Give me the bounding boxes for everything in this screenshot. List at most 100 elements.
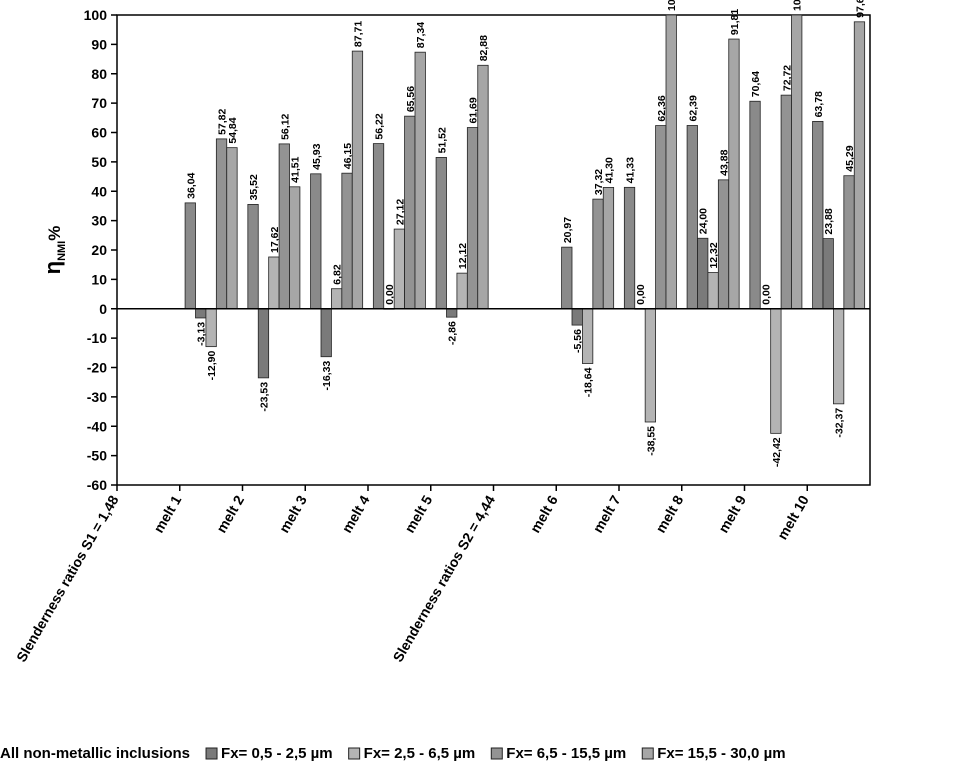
bar: [195, 308, 207, 319]
value-label: -23,53: [258, 382, 270, 412]
y-tick-label: 10: [91, 271, 107, 287]
value-label: 0,00: [384, 284, 396, 305]
bar: [205, 308, 217, 348]
value-label: 24,00: [698, 208, 710, 234]
bar: [843, 175, 855, 310]
bar: [812, 120, 824, 310]
value-label: 27,12: [394, 199, 406, 225]
value-label: 91,81: [729, 9, 741, 35]
bar: [278, 143, 290, 310]
bar: [582, 308, 594, 364]
x-tick-label: Slenderness ratios S1 = 1,48: [13, 492, 122, 664]
bar: [644, 308, 656, 423]
value-label: 100,00: [666, 0, 678, 11]
value-label: 45,93: [311, 143, 323, 169]
value-label: 0,00: [760, 284, 772, 305]
y-tick-label: 0: [99, 301, 107, 317]
value-label: -38,55: [645, 426, 657, 456]
value-label: -32,37: [834, 408, 846, 438]
bar: [446, 308, 458, 318]
y-tick-label: 70: [91, 95, 107, 111]
value-label: 45,29: [844, 145, 856, 171]
value-label: 56,22: [374, 113, 386, 139]
value-label: 6,82: [332, 264, 344, 285]
value-label: 56,12: [279, 113, 291, 139]
bar: [477, 64, 489, 310]
y-tick-label: -10: [87, 330, 107, 346]
value-label: 46,15: [342, 143, 354, 169]
bar: [770, 308, 782, 434]
value-label: 65,56: [405, 86, 417, 112]
value-label: 51,52: [436, 127, 448, 153]
x-tick-label: melt 2: [213, 492, 247, 535]
legend-label: Fx= 6,5 - 15,5 µm: [506, 745, 626, 762]
y-tick-label: 30: [91, 213, 107, 229]
value-label: 12,32: [708, 242, 720, 268]
value-label: -16,33: [321, 361, 333, 391]
y-tick-label: 90: [91, 36, 107, 52]
bar: [707, 272, 719, 310]
bar: [853, 21, 866, 310]
value-label: 17,62: [269, 227, 281, 253]
bar: [749, 100, 761, 310]
y-axis-label: ηNMI%: [40, 226, 68, 275]
bar: [592, 198, 604, 310]
y-tick-label: 20: [91, 242, 107, 258]
bar: [247, 204, 259, 310]
bar: [393, 228, 405, 310]
bar: [602, 187, 615, 310]
value-label: -3,13: [196, 322, 208, 346]
x-tick-label: melt 5: [401, 492, 435, 535]
bar: [289, 186, 301, 310]
bar: [728, 38, 740, 310]
bar: [184, 202, 196, 310]
bar: [435, 157, 447, 310]
value-label: -42,42: [771, 437, 783, 467]
legend-swatch: [205, 747, 218, 760]
x-tick-label: melt 9: [715, 492, 749, 535]
bar: [456, 272, 468, 310]
bar: [780, 94, 792, 310]
value-label: 41,33: [625, 157, 637, 183]
bar: [623, 186, 636, 310]
value-label: 70,64: [750, 71, 762, 97]
legend-swatch: [641, 747, 654, 760]
y-tick-label: 40: [91, 183, 107, 199]
value-label: 35,52: [248, 174, 260, 200]
legend-swatch: [348, 747, 361, 760]
bar: [561, 246, 573, 310]
value-label: 100,00: [792, 0, 804, 11]
bar: [268, 256, 280, 310]
y-label-unit: %: [45, 226, 64, 241]
bar: [257, 308, 270, 379]
value-label: 23,88: [823, 208, 835, 234]
bar: [310, 173, 322, 310]
bar: [833, 308, 845, 405]
bar: [226, 147, 238, 310]
bar: [665, 14, 677, 310]
bar: [215, 138, 228, 310]
bar: [320, 308, 332, 358]
bar: [571, 308, 583, 326]
legend-label: Fx= 0,5 - 2,5 µm: [221, 745, 333, 762]
value-label: -5,56: [572, 329, 584, 353]
value-label: 57,82: [217, 108, 229, 134]
bar: [697, 237, 709, 310]
bar: [341, 172, 353, 310]
bar: [466, 127, 479, 310]
legend-label: Fx= 15,5 - 30,0 µm: [657, 745, 785, 762]
x-tick-label: melt 8: [652, 492, 686, 535]
x-tick-label: melt 7: [590, 492, 624, 535]
x-tick-label: melt 1: [150, 492, 184, 535]
value-label: 72,72: [781, 65, 793, 91]
value-label: 87,71: [352, 21, 364, 47]
y-tick-label: 50: [91, 154, 107, 170]
value-label: 61,69: [468, 97, 480, 123]
value-label: -12,90: [206, 350, 218, 380]
y-tick-label: 60: [91, 125, 107, 141]
x-tick-label: melt 6: [527, 492, 561, 535]
value-label: 36,04: [185, 172, 197, 198]
y-label-symbol: η: [40, 261, 65, 274]
value-label: 63,78: [813, 91, 825, 117]
